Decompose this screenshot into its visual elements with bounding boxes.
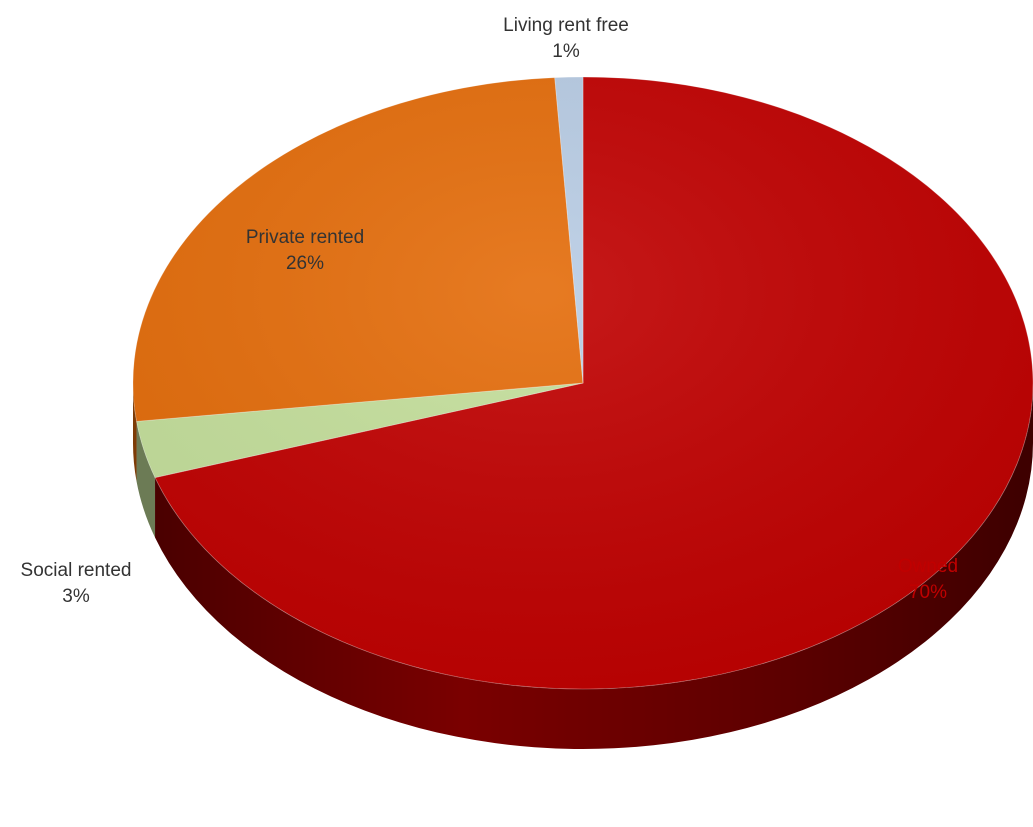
label-value-living-rent-free: 1% (552, 41, 580, 62)
label-value-private-rented: 26% (286, 253, 324, 274)
label-name-living-rent-free: Living rent free (503, 15, 629, 36)
label-name-social-rented: Social rented (21, 560, 132, 581)
label-name-owned: Owned (898, 556, 958, 577)
pie-top-layer (132, 76, 1033, 690)
pie-side-social-rented (136, 421, 156, 538)
label-name-private-rented: Private rented (246, 227, 364, 248)
label-value-social-rented: 3% (62, 586, 90, 607)
pie-label-layer: Owned 70% Social rented 3% Private rented 26%… (21, 15, 959, 607)
pie-top-gloss (133, 77, 1033, 689)
pie-side-owned (155, 383, 1033, 749)
label-value-owned: 70% (909, 582, 947, 603)
pie-side-layer (133, 383, 1033, 749)
pie-side-private-rented (133, 383, 137, 482)
